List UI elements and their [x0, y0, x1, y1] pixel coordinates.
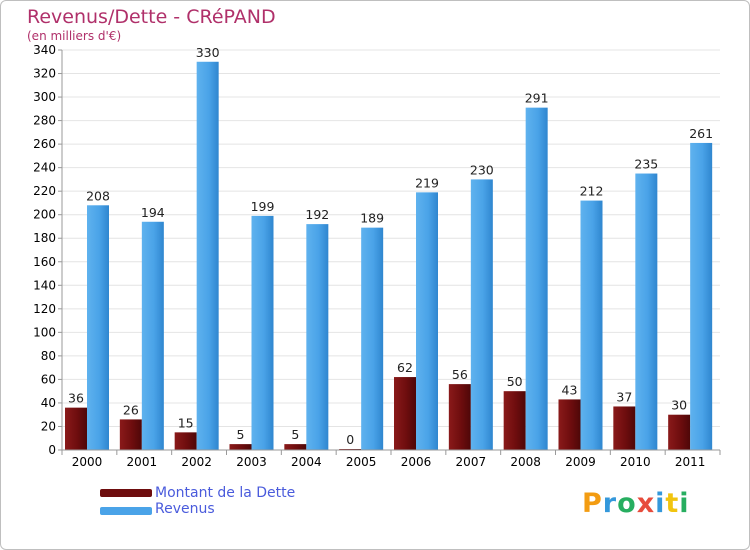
- y-tick-label: 140: [33, 278, 56, 292]
- grid-lines: [62, 49, 720, 451]
- bar-debt-2011: [668, 414, 691, 450]
- data-label-revenus-2001: 194: [141, 205, 165, 220]
- y-tick-label: 320: [33, 67, 56, 81]
- y-tick-label: 200: [33, 208, 56, 222]
- x-tick-label: 2006: [401, 455, 432, 469]
- data-label-debt-2007: 56: [452, 367, 468, 382]
- bar-revenus-2011: [690, 142, 713, 451]
- x-tick-label: 2004: [291, 455, 322, 469]
- bar-revenus-2006: [416, 192, 438, 450]
- data-label-revenus-2002: 330: [196, 45, 220, 60]
- data-label-debt-2003: 5: [237, 427, 245, 442]
- bar-debt-2008: [503, 391, 526, 450]
- bar-revenus-2001: [141, 221, 164, 450]
- bar-revenus-2005: [361, 227, 384, 450]
- bar-debt-2009: [558, 399, 581, 450]
- logo-letter: P: [582, 488, 603, 519]
- data-label-debt-2004: 5: [291, 427, 299, 442]
- logo-letter: i: [655, 488, 666, 519]
- chart-title: Revenus/Dette - CRéPAND: [27, 6, 276, 28]
- y-axis: 0 20 40 60 80 100 120 140 160 180 200 220 240 260 280 3…: [33, 43, 63, 457]
- bar-revenus-2007: [470, 179, 493, 451]
- data-label-revenus-2009: 212: [580, 184, 604, 199]
- data-label-debt-2002: 15: [178, 415, 194, 430]
- bar-revenus-2008: [525, 107, 548, 450]
- logo-letter: t: [665, 488, 680, 519]
- bars-layer: 36 208 26 194 15 330 5 199 5 192 0 189 62 219 56 230 50 2…: [65, 45, 713, 451]
- y-tick-label: 40: [41, 396, 56, 410]
- data-label-debt-2008: 50: [507, 374, 523, 389]
- y-tick-label: 300: [33, 90, 56, 104]
- x-tick-label: 2011: [675, 455, 706, 469]
- legend-swatch-revenus: [100, 507, 152, 515]
- bar-revenus-2009: [580, 200, 603, 450]
- data-label-revenus-2004: 192: [305, 207, 329, 222]
- logo-letter: o: [617, 488, 637, 519]
- legend-label-revenus: Revenus: [155, 501, 215, 517]
- data-label-revenus-2005: 189: [360, 211, 384, 226]
- x-axis: 2000 2001 2002 2003 2004 2005 2006 2007 2008 2009…: [61, 449, 721, 469]
- x-tick-label: 2002: [181, 455, 212, 469]
- data-label-debt-2000: 36: [68, 391, 84, 406]
- y-tick-label: 0: [48, 443, 56, 457]
- data-label-debt-2009: 43: [562, 382, 578, 397]
- chart-subtitle: (en milliers d'€): [27, 29, 122, 43]
- bar-debt-2001: [119, 419, 142, 450]
- y-tick-label: 20: [41, 419, 56, 433]
- data-label-revenus-2010: 235: [634, 157, 658, 172]
- data-label-debt-2005: 0: [346, 432, 354, 447]
- bar-revenus-2010: [635, 173, 658, 450]
- logo-letter: x: [636, 488, 656, 519]
- bar-revenus-2003: [251, 215, 274, 450]
- bar-debt-2004: [284, 444, 307, 450]
- y-tick-label: 240: [33, 161, 56, 175]
- bar-debt-2007: [448, 384, 471, 450]
- y-tick-label: 180: [33, 231, 56, 245]
- data-label-revenus-2003: 199: [251, 199, 275, 214]
- y-tick-label: 220: [33, 184, 56, 198]
- bar-debt-2003: [229, 444, 252, 450]
- y-tick-label: 280: [33, 114, 56, 128]
- legend-label-debt: Montant de la Dette: [155, 485, 296, 501]
- data-label-debt-2010: 37: [616, 389, 632, 404]
- data-label-debt-2011: 30: [671, 398, 687, 413]
- x-tick-label: 2000: [72, 455, 103, 469]
- y-tick-label: 260: [33, 137, 56, 151]
- y-tick-label: 160: [33, 255, 56, 269]
- y-tick-label: 80: [41, 349, 56, 363]
- bar-debt-2010: [613, 406, 636, 450]
- bar-debt-2002: [174, 432, 197, 450]
- data-label-revenus-2000: 208: [86, 188, 110, 203]
- x-tick-label: 2009: [565, 455, 596, 469]
- x-tick-label: 2001: [127, 455, 158, 469]
- data-label-revenus-2011: 261: [689, 126, 713, 141]
- x-tick-label: 2005: [346, 455, 377, 469]
- bar-revenus-2004: [306, 224, 329, 450]
- x-tick-label: 2007: [456, 455, 487, 469]
- logo-letter: r: [602, 488, 618, 519]
- logo-letter: i: [679, 488, 690, 519]
- data-label-revenus-2006: 219: [415, 175, 439, 190]
- y-tick-label: 60: [41, 372, 56, 386]
- x-tick-label: 2010: [620, 455, 651, 469]
- bar-debt-2006: [394, 377, 416, 450]
- data-label-debt-2006: 62: [397, 360, 413, 375]
- y-tick-label: 100: [33, 325, 56, 339]
- data-label-revenus-2007: 230: [470, 162, 494, 177]
- y-tick-label: 120: [33, 302, 56, 316]
- proxiti-logo: Proxiti: [582, 488, 690, 519]
- y-tick-label: 340: [33, 43, 56, 57]
- x-tick-label: 2008: [510, 455, 541, 469]
- bar-revenus-2000: [87, 205, 109, 450]
- bar-debt-2000: [65, 407, 87, 450]
- data-label-debt-2001: 26: [123, 402, 139, 417]
- bar-revenus-2002: [196, 61, 219, 450]
- data-label-revenus-2008: 291: [525, 91, 549, 106]
- legend-swatch-debt: [100, 489, 152, 497]
- x-tick-label: 2003: [236, 455, 267, 469]
